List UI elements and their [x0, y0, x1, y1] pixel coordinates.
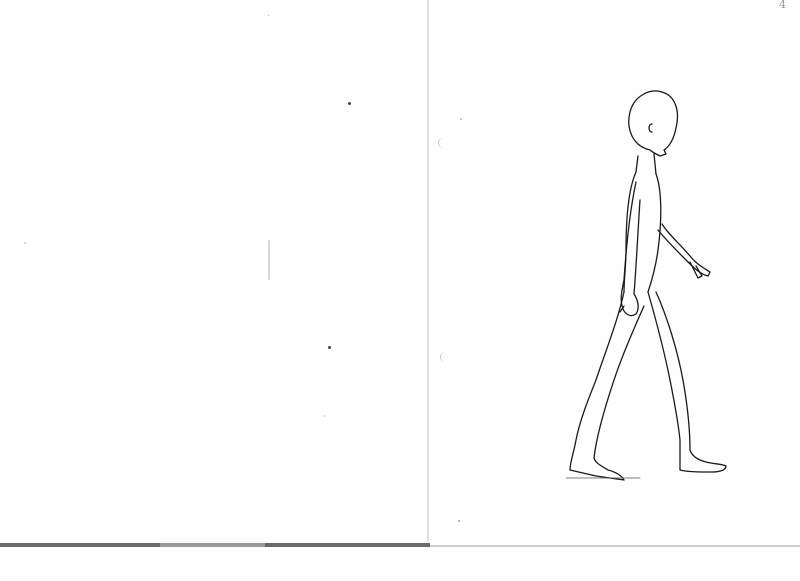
scan-speck: [24, 242, 26, 244]
binder-hole-mark: [438, 138, 445, 148]
scan-speck: [268, 15, 269, 16]
center-fold: [427, 0, 429, 548]
scan-speck: [328, 346, 331, 349]
binder-hole-mark: [440, 352, 447, 362]
left-page: [0, 0, 428, 545]
right-page: [429, 0, 800, 545]
bottom-edge-shadow: [430, 545, 800, 547]
scan-speck: [458, 520, 460, 522]
scan-speck: [324, 415, 325, 417]
scan-speck: [460, 118, 462, 120]
walking-figure-icon: [565, 90, 727, 481]
scan-speck: [348, 102, 351, 105]
page-number: 4: [779, 0, 786, 11]
scan-speck: [268, 240, 270, 280]
bottom-edge-shadow: [160, 543, 265, 547]
